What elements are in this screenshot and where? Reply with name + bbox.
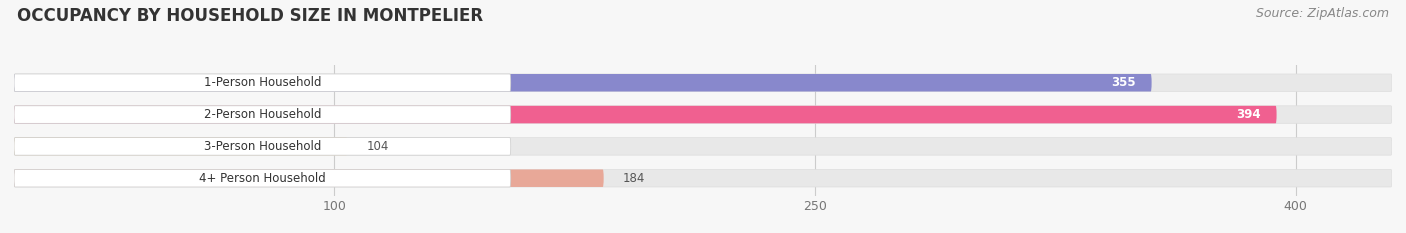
Text: 184: 184 (623, 172, 645, 185)
Text: 2-Person Household: 2-Person Household (204, 108, 321, 121)
Text: 4+ Person Household: 4+ Person Household (200, 172, 326, 185)
Text: 394: 394 (1236, 108, 1261, 121)
FancyBboxPatch shape (14, 138, 1392, 155)
Text: Source: ZipAtlas.com: Source: ZipAtlas.com (1256, 7, 1389, 20)
Text: 104: 104 (367, 140, 389, 153)
Text: 355: 355 (1111, 76, 1136, 89)
Text: 3-Person Household: 3-Person Household (204, 140, 321, 153)
FancyBboxPatch shape (14, 106, 510, 123)
FancyBboxPatch shape (14, 169, 510, 187)
FancyBboxPatch shape (14, 138, 510, 155)
FancyBboxPatch shape (14, 74, 1152, 92)
FancyBboxPatch shape (14, 74, 510, 92)
Text: OCCUPANCY BY HOUSEHOLD SIZE IN MONTPELIER: OCCUPANCY BY HOUSEHOLD SIZE IN MONTPELIE… (17, 7, 484, 25)
FancyBboxPatch shape (14, 169, 603, 187)
FancyBboxPatch shape (14, 106, 1277, 123)
Text: 1-Person Household: 1-Person Household (204, 76, 321, 89)
FancyBboxPatch shape (14, 106, 1392, 123)
FancyBboxPatch shape (14, 74, 1392, 92)
FancyBboxPatch shape (14, 138, 347, 155)
FancyBboxPatch shape (14, 169, 1392, 187)
